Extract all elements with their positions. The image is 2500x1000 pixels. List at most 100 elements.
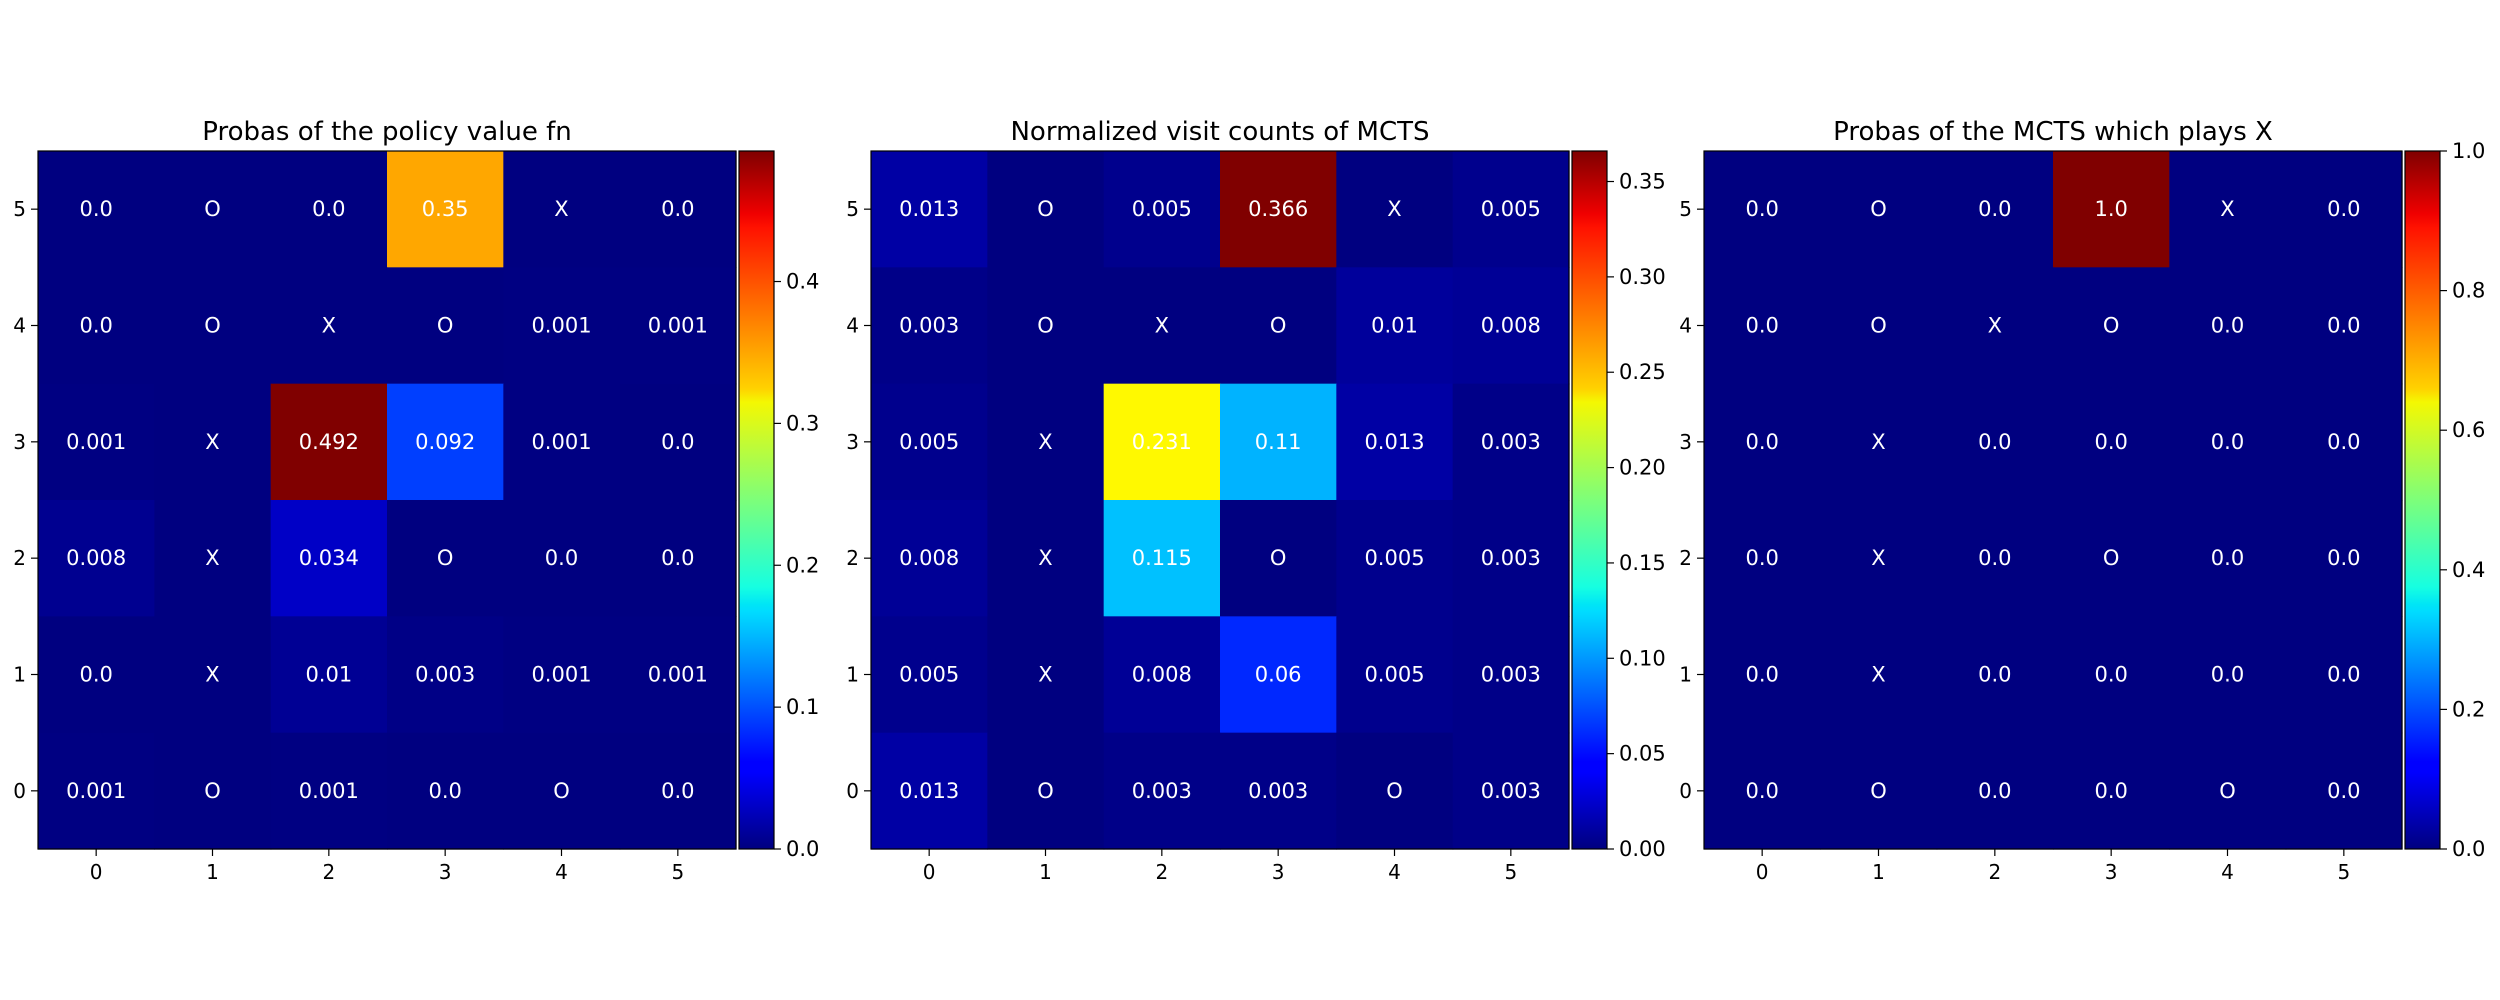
- cell-value-label: 0.001: [66, 779, 126, 803]
- cell-value-label: 0.001: [299, 779, 359, 803]
- cell-value-label: 0.0: [1745, 663, 1778, 687]
- heatmap-cell: [2285, 616, 2403, 734]
- cell-value-label: 0.013: [899, 779, 959, 803]
- heatmap-cell: [1936, 383, 2054, 501]
- colorbar-tick-label: 0.4: [2452, 558, 2485, 582]
- cell-value-label: X: [1871, 430, 1885, 454]
- cell-value-label: 0.013: [1364, 430, 1424, 454]
- x-tick-label: 5: [1504, 860, 1517, 884]
- heatmap-cell: [2053, 732, 2170, 850]
- y-tick-label: 4: [846, 314, 859, 338]
- cell-value-label: O: [204, 314, 221, 338]
- heatmap-cell: [503, 732, 621, 850]
- y-tick-label: 1: [13, 663, 26, 687]
- cell-value-label: O: [1037, 779, 1054, 803]
- heatmap-cell: [1103, 500, 1221, 617]
- cell-value-label: O: [204, 779, 221, 803]
- heatmap-cell: [270, 500, 388, 617]
- y-tick-label: 4: [13, 314, 26, 338]
- heatmap-cell: [503, 616, 621, 734]
- heatmap-cell: [1220, 383, 1337, 501]
- cell-value-label: 0.0: [2327, 430, 2360, 454]
- colorbar-tick-label: 0.2: [2452, 697, 2485, 721]
- cell-value-label: 0.0: [661, 430, 694, 454]
- cell-value-label: O: [1870, 314, 1887, 338]
- x-tick-label: 2: [1988, 860, 2001, 884]
- heatmap-cell: [1936, 616, 2054, 734]
- heatmap-cell: [2285, 500, 2403, 617]
- cell-value-label: X: [2220, 197, 2234, 221]
- cell-value-label: 0.01: [1371, 314, 1418, 338]
- cell-value-label: 0.003: [1132, 779, 1192, 803]
- y-tick-label: 5: [846, 197, 859, 221]
- cell-value-label: 0.003: [415, 663, 475, 687]
- x-tick-label: 4: [555, 860, 568, 884]
- cell-value-label: O: [204, 197, 221, 221]
- chart-title: Normalized visit counts of MCTS: [1010, 117, 1429, 147]
- cell-value-label: 0.0: [2211, 663, 2244, 687]
- heatmap-cell: [387, 616, 504, 734]
- cell-value-label: 0.0: [661, 546, 694, 570]
- heatmap-cell: [1936, 151, 2054, 268]
- heatmap-cell: [503, 267, 621, 385]
- cell-value-label: O: [1037, 197, 1054, 221]
- heatmap-cell: [387, 267, 504, 385]
- heatmap-cell: [38, 267, 155, 385]
- cell-value-label: 0.0: [79, 197, 112, 221]
- cell-value-label: 0.003: [1248, 779, 1308, 803]
- chart-title: Probas of the MCTS which plays X: [1833, 117, 2273, 147]
- heatmap-cell: [154, 732, 272, 850]
- axes-frame: [1703, 150, 2403, 850]
- cell-value-label: 0.001: [531, 314, 591, 338]
- cell-value-label: 0.003: [1481, 546, 1541, 570]
- heatmap-cell: [2285, 151, 2403, 268]
- heatmap-cell: [1336, 732, 1454, 850]
- heatmap-cell: [987, 732, 1105, 850]
- cell-value-label: 1.0: [2094, 197, 2127, 221]
- x-tick-label: 4: [1388, 860, 1401, 884]
- cell-value-label: 0.008: [66, 546, 126, 570]
- colorbar-tick-label: 1.0: [2452, 139, 2485, 163]
- heatmap-panel-0: Probas of the policy value fn0.0 O 0.0 0.35…: [13, 117, 819, 884]
- heatmap-cell: [1103, 732, 1221, 850]
- heatmap-cell: [619, 500, 737, 617]
- cell-value-label: X: [554, 197, 568, 221]
- y-tick-label: 2: [1679, 546, 1692, 570]
- y-tick-label: 3: [13, 430, 26, 454]
- heatmap-cell: [38, 616, 155, 734]
- cell-value-label: 0.06: [1255, 663, 1302, 687]
- cell-value-label: O: [437, 546, 454, 570]
- cell-value-label: 0.0: [2211, 546, 2244, 570]
- cell-value-label: 0.003: [1481, 663, 1541, 687]
- heatmap-cell: [1452, 732, 1570, 850]
- heatmap-cell: [154, 383, 272, 501]
- colorbar-tick-label: 0.20: [1619, 456, 1666, 480]
- colorbar-tick-label: 0.6: [2452, 418, 2485, 442]
- heatmap-cell: [1220, 732, 1337, 850]
- cell-value-label: X: [1988, 314, 2002, 338]
- heatmap-cell: [1704, 383, 1821, 501]
- cell-value-label: 0.005: [1132, 197, 1192, 221]
- y-tick-label: 0: [846, 779, 859, 803]
- y-tick-label: 3: [846, 430, 859, 454]
- heatmap-cell: [1220, 151, 1337, 268]
- heatmap-cell: [270, 383, 388, 501]
- heatmap-cell: [1336, 383, 1454, 501]
- cell-value-label: 0.01: [305, 663, 352, 687]
- heatmap-cell: [387, 383, 504, 501]
- cell-value-label: O: [1270, 314, 1287, 338]
- heatmap-cell: [1336, 151, 1454, 268]
- y-tick-label: 1: [846, 663, 859, 687]
- heatmap-cell: [1103, 267, 1221, 385]
- heatmap-cell: [1336, 616, 1454, 734]
- heatmap-cell: [619, 732, 737, 850]
- cell-value-label: X: [1155, 314, 1169, 338]
- cell-value-label: 0.001: [648, 314, 708, 338]
- heatmap-cell: [1704, 616, 1821, 734]
- heatmap-cell: [270, 151, 388, 268]
- heatmap-cell: [2053, 500, 2170, 617]
- heatmap-cell: [1820, 267, 1938, 385]
- heatmap-cell: [2053, 616, 2170, 734]
- heatmap-cell: [1936, 500, 2054, 617]
- heatmap-cell: [1820, 732, 1938, 850]
